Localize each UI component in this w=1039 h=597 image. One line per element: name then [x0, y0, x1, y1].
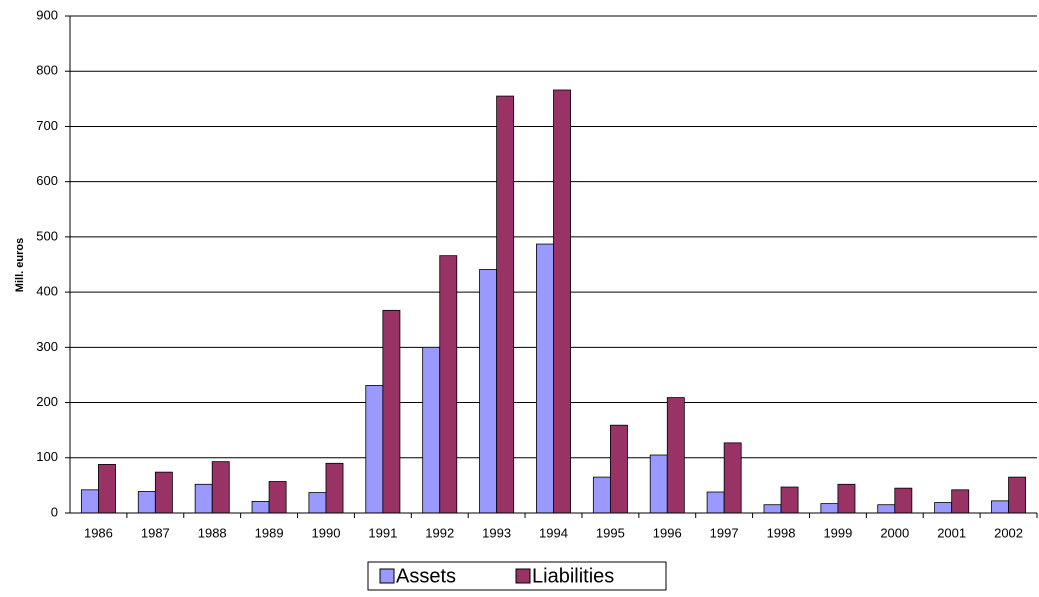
legend-label: Liabilities [532, 565, 614, 587]
bar [308, 492, 327, 514]
x-tick-label: 1998 [767, 525, 796, 540]
bar [723, 442, 742, 514]
bar [553, 89, 571, 514]
y-tick-label: 100 [36, 449, 58, 464]
y-tick-label: 300 [36, 339, 58, 354]
bar [479, 269, 498, 514]
y-tick-label: 900 [36, 7, 58, 22]
x-tick-label: 1986 [84, 525, 113, 540]
bar [137, 491, 156, 514]
bar [666, 397, 685, 514]
y-tick-label: 400 [36, 284, 58, 299]
x-tick-label: 1987 [141, 525, 170, 540]
x-tick-label: 1989 [255, 525, 284, 540]
legend-swatch [515, 568, 531, 584]
bar [382, 309, 401, 514]
bar [439, 255, 458, 514]
x-tick-label: 1992 [425, 525, 454, 540]
y-tick-label: 200 [36, 394, 58, 409]
bar [422, 346, 441, 514]
y-tick-label: 600 [36, 173, 58, 188]
x-tick-label: 1988 [198, 525, 227, 540]
y-tick-label: 500 [36, 228, 58, 243]
bar [536, 243, 554, 514]
x-tick-label: 1999 [823, 525, 852, 540]
x-tick-label: 1997 [710, 525, 739, 540]
bar [934, 502, 953, 514]
bar [194, 483, 213, 514]
y-tick-label: 800 [36, 63, 58, 78]
x-tick-label: 1991 [368, 525, 397, 540]
bar [706, 491, 725, 514]
legend-swatch [379, 568, 395, 584]
bar [780, 486, 799, 514]
x-tick-label: 1996 [653, 525, 682, 540]
bar [763, 504, 782, 514]
x-tick-label: 1994 [539, 525, 568, 540]
bar [98, 464, 116, 514]
bar [837, 483, 856, 514]
bar [251, 501, 270, 514]
bar [154, 471, 173, 514]
y-tick-label: 0 [51, 504, 58, 519]
y-axis-label: Mill. euros [14, 238, 26, 292]
bar [268, 481, 287, 514]
y-tick-label: 700 [36, 118, 58, 133]
bar [325, 462, 344, 514]
bar [592, 476, 611, 514]
bar [951, 489, 970, 514]
bar [1008, 476, 1027, 514]
bar [609, 424, 628, 514]
x-tick-label: 1990 [312, 525, 341, 540]
bar [877, 504, 896, 514]
bar [820, 503, 839, 514]
bar [649, 454, 668, 514]
bar [991, 500, 1009, 514]
x-tick-label: 1993 [482, 525, 511, 540]
x-tick-label: 2001 [937, 525, 966, 540]
x-tick-label: 1995 [596, 525, 625, 540]
bar [894, 487, 913, 514]
bar [496, 95, 515, 514]
bar [211, 461, 230, 514]
x-tick-label: 2002 [994, 525, 1023, 540]
legend-label: Assets [396, 565, 456, 587]
bar [80, 489, 99, 514]
bar [365, 385, 384, 514]
x-tick-label: 2000 [880, 525, 909, 540]
